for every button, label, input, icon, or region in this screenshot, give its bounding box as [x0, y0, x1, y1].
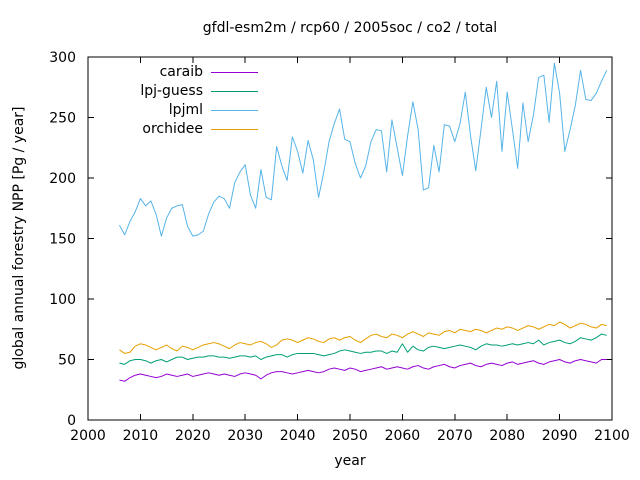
- x-tick-label: 2080: [489, 428, 525, 444]
- x-axis-label: year: [334, 453, 366, 469]
- legend-line-sample-caraib: [211, 72, 258, 73]
- legend: caraib lpj-guess lpjml orchidee: [88, 63, 258, 139]
- legend-line-sample-orchidee: [211, 129, 258, 130]
- legend-item-orchidee: orchidee: [88, 120, 258, 139]
- legend-label-orchidee: orchidee: [142, 121, 203, 137]
- legend-label-lpjml: lpjml: [168, 102, 203, 118]
- chart-title: gfdl-esm2m / rcp60 / 2005soc / co2 / tot…: [202, 20, 498, 36]
- x-tick-label: 2000: [70, 428, 106, 444]
- legend-item-lpjml: lpjml: [88, 101, 258, 120]
- x-tick-label: 2100: [594, 428, 630, 444]
- x-tick-label: 2090: [542, 428, 578, 444]
- y-tick-label: 100: [49, 292, 76, 308]
- x-tick-label: 2070: [437, 428, 473, 444]
- y-tick-label: 250: [49, 111, 76, 127]
- series-line-lpjml: [119, 62, 608, 237]
- legend-item-caraib: caraib: [88, 63, 258, 82]
- y-tick-label: 300: [49, 50, 76, 66]
- y-tick-label: 0: [67, 413, 76, 429]
- x-tick-label: 2010: [123, 428, 159, 444]
- x-tick-label: 2020: [175, 428, 211, 444]
- legend-line-sample-lpj-guess: [211, 91, 258, 92]
- x-tick-label: 2050: [332, 428, 368, 444]
- x-tick-label: 2030: [227, 428, 263, 444]
- legend-label-lpj-guess: lpj-guess: [140, 83, 203, 99]
- series-line-caraib: [119, 359, 607, 382]
- y-tick-label: 150: [49, 232, 76, 248]
- series-line-orchidee: [119, 321, 607, 354]
- legend-item-lpj-guess: lpj-guess: [88, 82, 258, 101]
- y-tick-label: 50: [58, 353, 76, 369]
- y-axis-label: global annual forestry NPP [Pg / year]: [11, 106, 27, 370]
- legend-line-sample-lpjml: [211, 110, 258, 111]
- series-line-lpj-guess: [119, 333, 607, 365]
- x-tick-label: 2060: [385, 428, 421, 444]
- x-tick-label: 2040: [280, 428, 316, 444]
- y-tick-label: 200: [49, 171, 76, 187]
- legend-label-caraib: caraib: [159, 64, 203, 80]
